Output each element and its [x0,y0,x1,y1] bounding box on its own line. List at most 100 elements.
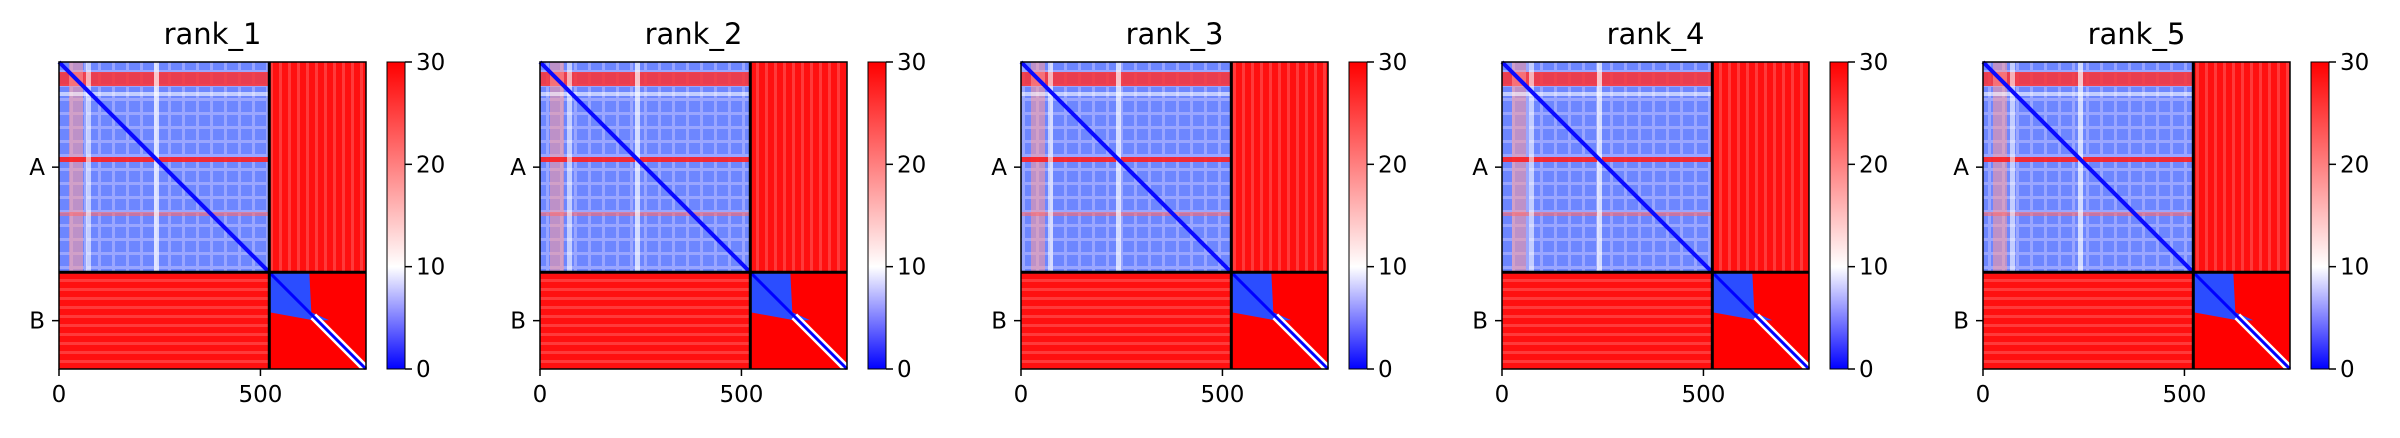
colorbar-tick-label: 10 [2340,255,2369,281]
heatmap-block-b-domain [2193,272,2254,321]
diagonal-a [1500,60,1714,274]
colorbar-tick-label: 0 [897,357,912,383]
heatmap-stripe [1993,62,2007,273]
heatmap-stripe [1983,212,2194,216]
heatmap-stripe [59,212,270,216]
diagonal-b [1711,271,1811,371]
colorbar [2310,61,2330,370]
y-tick-label: B [991,309,1007,335]
y-tick-label: A [1953,155,1969,181]
axes-frame [539,61,848,370]
x-tick-label: 500 [719,382,763,408]
panel-title: rank_1 [164,17,262,51]
heatmap-stripe [1983,92,2194,96]
heatmap-stripe [1502,157,1713,162]
y-tick-label: B [510,309,526,335]
heatmap-block-b-domain [750,272,811,321]
diagonal-a [57,60,271,274]
x-tick-label: 500 [1200,382,1244,408]
heatmap-stripe [1116,62,1121,273]
y-tick-label: A [29,155,45,181]
x-tick-label: 0 [1495,382,1510,408]
heatmap-stripe [1502,92,1713,96]
heatmap-block-ab [750,62,847,273]
heatmap-stripe [540,72,751,86]
diagonal-a [538,60,752,274]
heatmap-stripe [1031,62,1045,273]
heatmap-stripe [540,157,751,162]
heatmap-stripe [550,62,564,273]
heatmap-stripe [59,92,270,96]
heatmap-block-ab [1231,62,1328,273]
heatmap-stripe [1512,62,1526,273]
heatmap-stripe [1983,157,2194,162]
panel-title: rank_4 [1607,17,1705,51]
panel-title: rank_3 [1126,17,1224,51]
axes-frame [58,61,367,370]
heatmap-stripe [1597,62,1602,273]
panel-title: rank_5 [2088,17,2186,51]
heatmap-stripe [1048,62,1053,273]
diagonal-b [1230,271,1330,371]
heatmap-stripe [1021,72,1232,86]
colorbar-tick-label: 0 [2340,357,2355,383]
heatmap-stripe [635,62,640,273]
heatmap-stripe [540,212,751,216]
diagonal-b [268,271,368,371]
x-tick-label: 500 [2162,382,2206,408]
colorbar-tick-label: 0 [1859,357,1874,383]
colorbar-tick-label: 30 [2340,50,2369,76]
heatmap-block-ba [540,272,751,369]
heatmap-stripe [567,62,572,273]
x-tick-label: 0 [52,382,67,408]
colorbar-tick-label: 30 [897,50,926,76]
colorbar-tick-label: 20 [897,152,926,178]
x-tick-label: 0 [533,382,548,408]
diagonal-a [1981,60,2195,274]
heatmap-block-ab [269,62,366,273]
colorbar-tick-label: 10 [416,255,445,281]
heatmap-block-ba [1983,272,2194,369]
diagonal-b [2192,271,2292,371]
colorbar-tick-label: 30 [1859,50,1888,76]
heatmap-stripe [1529,62,1534,273]
colorbar-tick-label: 20 [1378,152,1407,178]
colorbar-tick-label: 30 [1378,50,1407,76]
heatmap-stripe [1502,212,1713,216]
heatmap-stripe [540,92,751,96]
colorbar [386,61,406,370]
colorbar-tick-label: 20 [2340,152,2369,178]
diagonal-a [1019,60,1233,274]
colorbar-tick-label: 20 [416,152,445,178]
colorbar-tick-label: 0 [1378,357,1393,383]
axes-frame [1982,61,2291,370]
pae-panel: rank_2 A B 0 500 0 10 20 30 [510,17,926,408]
y-tick-label: B [1953,309,1969,335]
heatmap-stripe [1502,72,1713,86]
x-tick-label: 500 [238,382,282,408]
x-tick-label: 500 [1681,382,1725,408]
x-tick-label: 0 [1014,382,1029,408]
heatmap-block-b-domain [269,272,330,321]
colorbar-tick-label: 10 [1859,255,1888,281]
colorbar-tick-label: 0 [416,357,431,383]
heatmap-stripe [59,157,270,162]
heatmap-block-ab [1712,62,1809,273]
y-tick-label: B [1472,309,1488,335]
heatmap-stripe [1021,157,1232,162]
diagonal-b [749,271,849,371]
colorbar-tick-label: 10 [897,255,926,281]
y-tick-label: A [991,155,1007,181]
heatmap-block-ba [59,272,270,369]
heatmap-stripe [154,62,159,273]
heatmap-block-ba [1502,272,1713,369]
colorbar [867,61,887,370]
heatmap-block-b-domain [1712,272,1773,321]
heatmap-stripe [2078,62,2083,273]
y-tick-label: A [1472,155,1488,181]
heatmap-stripe [1021,212,1232,216]
heatmap-stripe [86,62,91,273]
heatmap-stripe [1021,92,1232,96]
